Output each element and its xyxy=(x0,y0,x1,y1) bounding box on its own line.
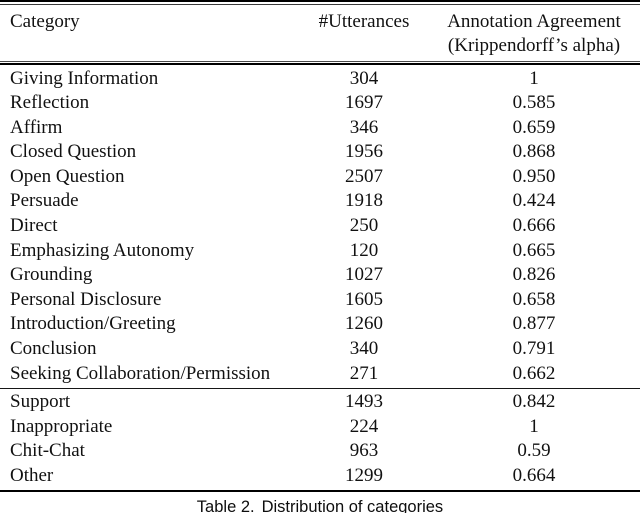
table-row: Seeking Collaboration/Permission 271 0.662 xyxy=(0,362,640,387)
header-category: Category xyxy=(10,11,80,32)
category-cell: Emphasizing Autonomy xyxy=(10,239,195,261)
table-bottom-rule xyxy=(0,490,640,493)
utterances-cell: 1956 xyxy=(345,141,383,163)
table-body-group-1: Giving Information 304 1 Reflection 1697 0.58… xyxy=(0,65,640,388)
category-cell: Direct xyxy=(10,215,58,237)
utterances-cell: 304 xyxy=(349,67,379,89)
category-cell: Seeking Collaboration/Permission xyxy=(10,362,271,384)
header-utterances: #Utterances xyxy=(318,11,410,32)
table-row: Reflection 1697 0.585 xyxy=(0,91,640,116)
table-row: Grounding 1027 0.826 xyxy=(0,263,640,288)
utterances-cell: 224 xyxy=(349,415,379,437)
header-agreement: Annotation Agreement (Krippendorff’s alp… xyxy=(428,10,640,58)
agreement-cell: 0.665 xyxy=(512,239,556,261)
category-cell: Introduction/Greeting xyxy=(10,313,176,335)
utterances-cell: 963 xyxy=(349,440,379,462)
agreement-cell: 0.662 xyxy=(512,362,556,384)
utterances-cell: 346 xyxy=(349,116,379,138)
category-cell: Open Question xyxy=(10,165,125,187)
category-cell: Chit-Chat xyxy=(10,440,85,462)
category-cell: Closed Question xyxy=(10,141,137,163)
utterances-cell: 120 xyxy=(349,239,379,261)
utterances-cell: 1918 xyxy=(345,190,383,212)
table-row: Affirm 346 0.659 xyxy=(0,116,640,141)
agreement-cell: 0.666 xyxy=(512,215,556,237)
utterances-cell: 340 xyxy=(349,338,379,360)
agreement-cell: 0.664 xyxy=(512,465,556,486)
table-row: Direct 250 0.666 xyxy=(0,214,640,239)
table-row: Emphasizing Autonomy 120 0.665 xyxy=(0,239,640,264)
table-row: Support 1493 0.842 xyxy=(0,390,640,415)
header-agreement-line2: (Krippendorff’s alpha) xyxy=(447,35,621,56)
utterances-cell: 1299 xyxy=(345,465,383,486)
table-row: Open Question 2507 0.950 xyxy=(0,165,640,190)
utterances-cell: 271 xyxy=(349,362,379,384)
table-row: Persuade 1918 0.424 xyxy=(0,189,640,214)
category-cell: Support xyxy=(10,391,71,413)
table-top-rule-thin xyxy=(0,4,640,5)
table-row: Conclusion 340 0.791 xyxy=(0,337,640,362)
agreement-cell: 0.585 xyxy=(512,92,556,114)
agreement-cell: 0.842 xyxy=(512,391,556,413)
agreement-cell: 0.59 xyxy=(517,440,551,462)
agreement-cell: 0.868 xyxy=(512,141,556,163)
table-body-group-2: Support 1493 0.842 Inappropriate 224 1 Chit-Ch… xyxy=(0,389,640,490)
utterances-cell: 1605 xyxy=(345,288,383,310)
category-cell: Giving Information xyxy=(10,67,159,89)
category-cell: Affirm xyxy=(10,116,63,138)
agreement-cell: 0.658 xyxy=(512,288,556,310)
category-cell: Grounding xyxy=(10,264,93,286)
table-row: Giving Information 304 1 xyxy=(0,67,640,92)
category-cell: Conclusion xyxy=(10,338,97,360)
agreement-cell: 0.950 xyxy=(512,165,556,187)
caption-label: Table 2. xyxy=(196,498,255,513)
table-row: Other 1299 0.664 xyxy=(0,464,640,489)
caption-text: Distribution of categories xyxy=(261,498,444,513)
agreement-cell: 1 xyxy=(529,415,539,437)
table-row: Inappropriate 224 1 xyxy=(0,415,640,440)
agreement-cell: 1 xyxy=(529,67,539,89)
utterances-cell: 1493 xyxy=(345,391,383,413)
category-cell: Reflection xyxy=(10,92,90,114)
agreement-cell: 0.659 xyxy=(512,116,556,138)
utterances-cell: 250 xyxy=(349,215,379,237)
utterances-cell: 1027 xyxy=(345,264,383,286)
table-row: Closed Question 1956 0.868 xyxy=(0,140,640,165)
table-header: Category #Utterances Annotation Agreemen… xyxy=(0,5,640,61)
table-caption: Table 2. Distribution of categories xyxy=(0,497,640,513)
category-cell: Persuade xyxy=(10,190,79,212)
table-row: Personal Disclosure 1605 0.658 xyxy=(0,288,640,313)
agreement-cell: 0.424 xyxy=(512,190,556,212)
table-top-rule-thick xyxy=(0,0,640,2)
group-separator-rule xyxy=(0,387,640,389)
utterances-cell: 1260 xyxy=(345,313,383,335)
utterances-cell: 1697 xyxy=(345,92,383,114)
header-separator-thin xyxy=(0,61,640,62)
agreement-cell: 0.877 xyxy=(512,313,556,335)
category-cell: Inappropriate xyxy=(10,415,113,437)
header-separator-thick xyxy=(0,63,640,65)
agreement-cell: 0.826 xyxy=(512,264,556,286)
table-row: Chit-Chat 963 0.59 xyxy=(0,439,640,464)
category-cell: Other xyxy=(10,465,54,486)
utterances-cell: 2507 xyxy=(345,165,383,187)
header-agreement-line1: Annotation Agreement xyxy=(447,11,621,32)
category-cell: Personal Disclosure xyxy=(10,288,162,310)
agreement-cell: 0.791 xyxy=(512,338,556,360)
table-row: Introduction/Greeting 1260 0.877 xyxy=(0,312,640,337)
